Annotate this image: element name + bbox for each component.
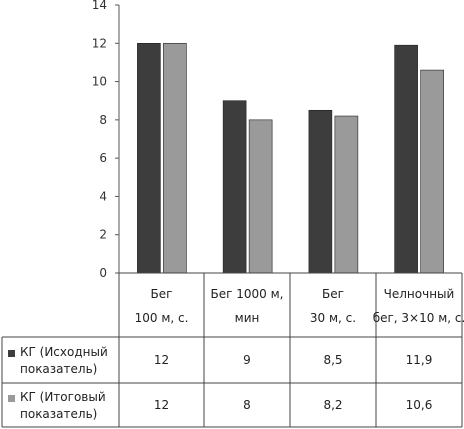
category-label: Бег 30 м, с.: [310, 287, 356, 325]
y-tick-label: 2: [99, 228, 107, 242]
table-cell: 8,5: [323, 353, 342, 367]
table-cell: 12: [154, 353, 169, 367]
table-cell: 9: [243, 353, 251, 367]
y-tick-label: 14: [92, 0, 107, 12]
table-cell: 12: [154, 398, 169, 412]
bar: [137, 42, 161, 274]
y-tick-label: 10: [92, 75, 107, 89]
table-cell: 8: [243, 398, 251, 412]
category-label: Бег 100 м, с.: [135, 287, 189, 325]
legend-label: КГ (Итоговый показатель): [20, 390, 106, 421]
y-tick-label: 0: [99, 266, 107, 280]
data-table: [1, 272, 463, 428]
legend-swatch: [8, 395, 15, 402]
category-label: Челночный бег, 3×10 м, с.: [373, 287, 464, 325]
table-cell: 8,2: [323, 398, 342, 412]
legend-swatch: [8, 350, 15, 357]
bar: [248, 119, 273, 274]
category-label: Бег 1000 м, мин: [211, 287, 284, 325]
bar: [163, 42, 187, 274]
y-tick-label: 12: [92, 36, 107, 50]
bar: [222, 100, 247, 274]
y-tick-label: 8: [99, 113, 107, 127]
bar: [334, 115, 359, 274]
y-tick-label: 6: [99, 151, 107, 165]
y-tick-label: 4: [99, 189, 107, 203]
legend-label: КГ (Исходный показатель): [20, 345, 108, 376]
table-cell: 11,9: [406, 353, 433, 367]
table-cell: 10,6: [406, 398, 433, 412]
bar: [394, 44, 418, 274]
bar: [420, 69, 444, 274]
bar: [308, 109, 333, 274]
